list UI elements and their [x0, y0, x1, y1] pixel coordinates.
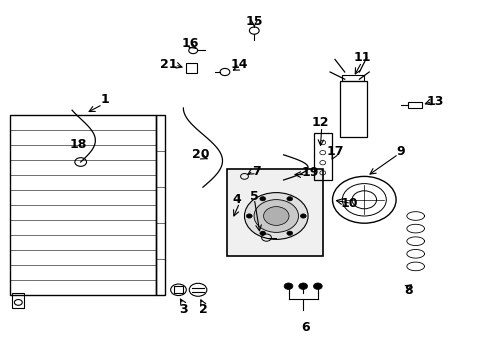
Circle shape: [286, 197, 292, 201]
Bar: [10, 115, 156, 295]
Text: 13: 13: [426, 95, 443, 108]
Text: 16: 16: [182, 37, 199, 50]
Circle shape: [286, 231, 292, 235]
Bar: [12, 293, 24, 308]
Text: 7: 7: [252, 165, 261, 177]
Text: 12: 12: [311, 116, 328, 129]
Text: 17: 17: [325, 145, 343, 158]
Text: 1: 1: [101, 93, 109, 105]
Text: 9: 9: [396, 145, 405, 158]
Bar: [185, 63, 196, 73]
Circle shape: [300, 214, 305, 218]
Bar: [173, 286, 183, 293]
Text: 8: 8: [403, 284, 412, 297]
Text: 11: 11: [352, 51, 370, 64]
Circle shape: [259, 231, 265, 235]
Text: 6: 6: [301, 321, 309, 334]
Circle shape: [313, 283, 322, 289]
Text: 15: 15: [245, 15, 263, 28]
Circle shape: [298, 283, 307, 289]
Text: 18: 18: [69, 138, 87, 150]
FancyBboxPatch shape: [227, 169, 322, 256]
Text: 14: 14: [230, 58, 248, 71]
Circle shape: [284, 283, 292, 289]
Text: 10: 10: [340, 197, 358, 210]
Text: 21: 21: [160, 58, 177, 71]
Bar: [156, 115, 165, 295]
Circle shape: [263, 207, 288, 225]
Bar: [313, 133, 331, 180]
Text: 2: 2: [198, 303, 207, 316]
Circle shape: [244, 193, 307, 239]
Bar: [339, 81, 366, 137]
Text: 19: 19: [301, 166, 319, 179]
Circle shape: [246, 214, 252, 218]
Text: 20: 20: [191, 148, 209, 161]
Bar: [342, 75, 364, 81]
Circle shape: [259, 197, 265, 201]
Text: 5: 5: [249, 190, 258, 203]
Text: 4: 4: [232, 193, 241, 206]
Bar: [407, 102, 421, 108]
Circle shape: [254, 199, 298, 233]
Text: 3: 3: [179, 303, 187, 316]
